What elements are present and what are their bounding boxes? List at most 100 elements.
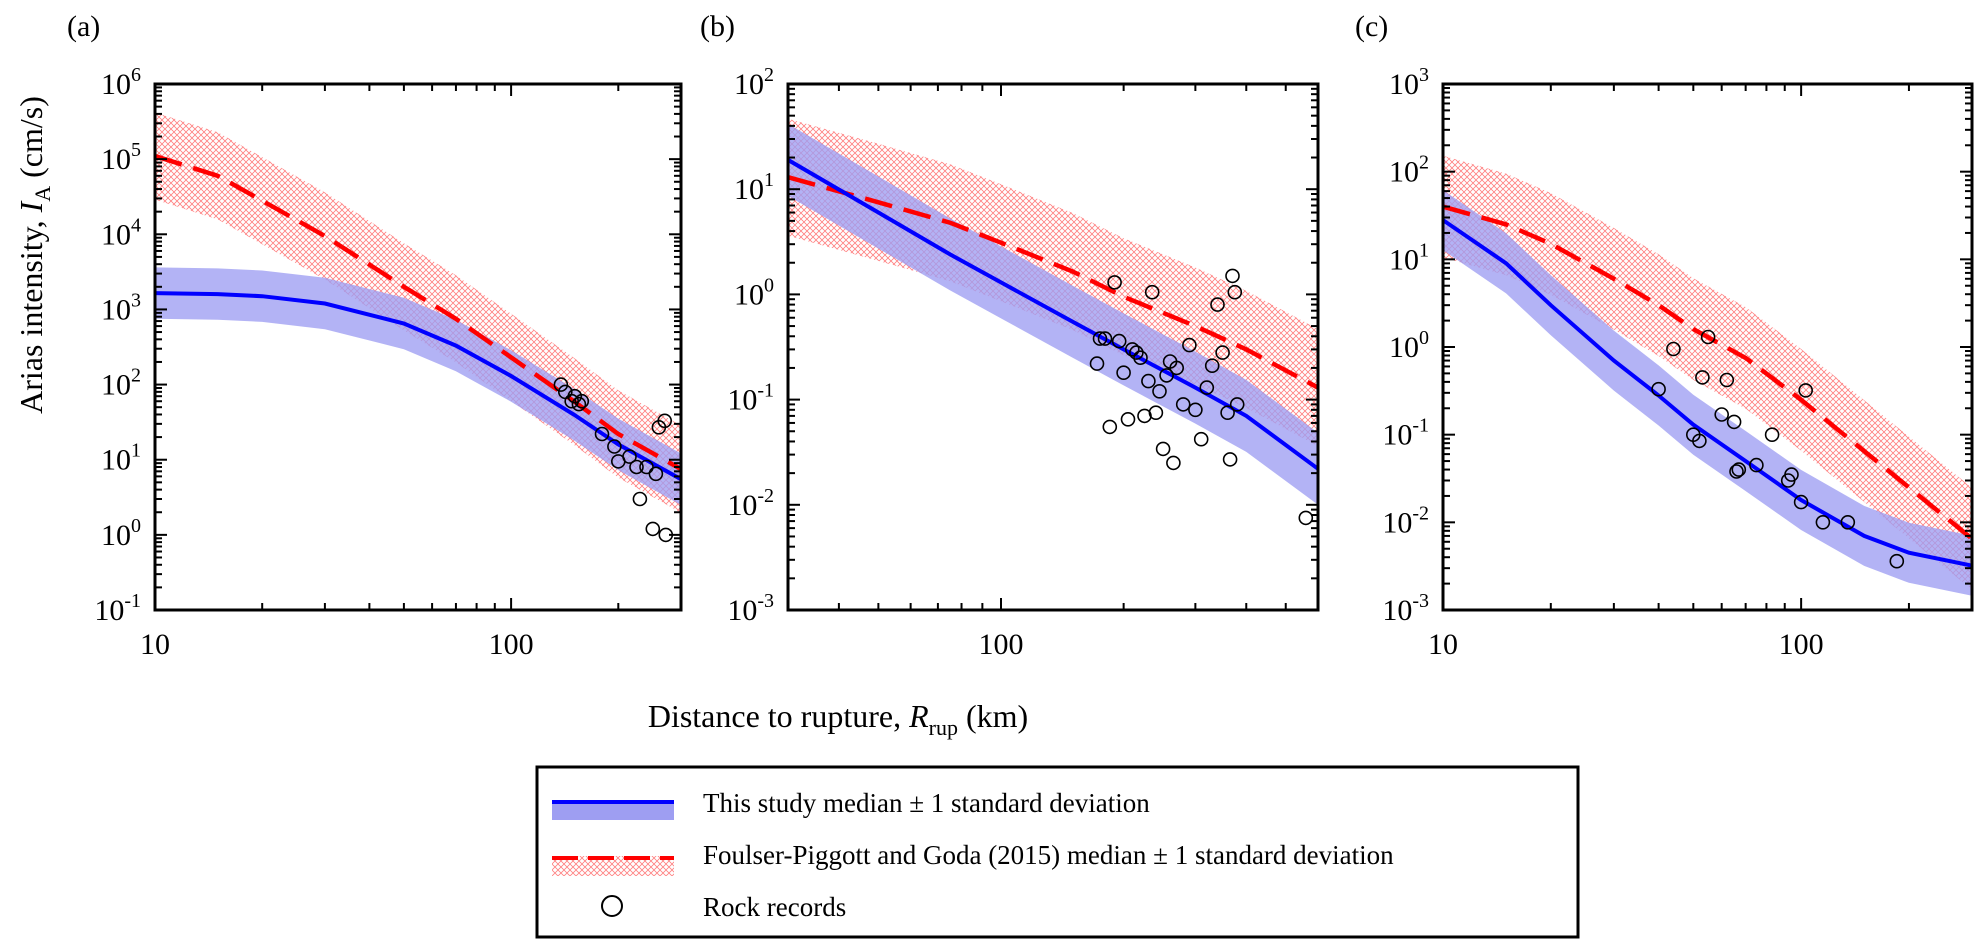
panel-a-fpg2015-median	[155, 153, 681, 472]
legend-item-rock: Rock records	[601, 892, 846, 922]
panel-b-rock-record	[1107, 275, 1122, 290]
panel-c-this-study-median	[1443, 218, 1972, 568]
panel-a-plot-area	[155, 112, 681, 543]
panel-c-rock-record	[1840, 514, 1856, 530]
panel-c-rock-record	[1719, 372, 1735, 388]
panel-b-rock-record	[1182, 337, 1197, 353]
panel-b-rock-record	[1097, 331, 1113, 346]
legend-item-this-study: This study median ± 1 standard deviation	[552, 788, 1150, 820]
panel-a-rock-record	[632, 491, 648, 507]
panel-c-rock-record	[1731, 462, 1747, 477]
panel-a-rock-record	[553, 377, 569, 392]
panel-a-x-tick-label: 10	[140, 628, 170, 661]
panel-a-this-study-median	[155, 291, 681, 481]
panel-a-y-tick-label: 106	[101, 64, 141, 101]
panel-a-rock-record	[629, 459, 644, 475]
panel-c-this-study-band	[1443, 190, 1972, 596]
panel-c-rock-record	[1815, 514, 1831, 530]
panel-c-rock-record	[1695, 370, 1710, 385]
panel-a-this-study-band	[155, 267, 681, 505]
panel-c-rock-record	[1714, 407, 1729, 422]
panel-a-frame	[153, 82, 683, 612]
panel-a-y-tick-label: 104	[101, 214, 141, 251]
panel-b-rock-record	[1141, 373, 1156, 389]
panel-b-rock-record	[1155, 441, 1171, 457]
legend-this-study-label: This study median ± 1 standard deviation	[703, 788, 1150, 818]
panel-a-rock-record	[594, 426, 610, 442]
panel-b-plot-area	[788, 118, 1318, 526]
panel-a-y-tick-label: 105	[101, 139, 141, 176]
panel-b-rock-record	[1220, 405, 1235, 421]
panel-a-y-tick-label: 100	[101, 515, 141, 552]
panel-a-y-tick-label: 102	[101, 365, 141, 402]
panel-b-rock-record	[1229, 397, 1245, 412]
panel-b-frame	[786, 82, 1320, 612]
panel-b-y-tick-label: 101	[734, 169, 774, 206]
panel-b-rock-record	[1116, 365, 1131, 381]
panel-a-rock-record	[639, 459, 654, 475]
panel-b-rock-record	[1125, 342, 1140, 357]
panel-a-rock-record	[571, 396, 587, 412]
panel-c-rock-record	[1729, 464, 1744, 479]
legend-fpg2015-hatch-swatch	[552, 856, 674, 876]
panel-c-rock-record	[1726, 414, 1742, 430]
panel-b-rock-record	[1193, 431, 1209, 447]
panel-c-fpg2015-median	[1443, 204, 1972, 541]
panel-b-rock-record	[1144, 284, 1160, 300]
panel-b-rock-record	[1188, 402, 1203, 418]
panel-b-rock-record	[1215, 345, 1230, 360]
panel-a: (a) 10 100 10-1 100 101 102 103 104 105 106	[67, 10, 683, 661]
panel-c-rock-record	[1798, 383, 1813, 398]
legend-rock-marker	[601, 895, 623, 917]
panel-c-rock-record	[1666, 341, 1681, 357]
panel-c-rock-record	[1700, 329, 1716, 345]
panel-c-plot-area	[1443, 155, 1972, 596]
panel-b-rock-record	[1210, 297, 1225, 312]
legend-this-study-band-swatch	[552, 800, 674, 820]
panel-b-y-tick-label: 100	[734, 274, 774, 311]
panel-c-rock-record	[1749, 457, 1764, 473]
legend: This study median ± 1 standard deviation…	[535, 765, 1580, 939]
panel-c-rock-record	[1793, 494, 1809, 510]
panel-c-y-tick-label: 102	[1389, 152, 1429, 189]
panel-c-rock-record	[1764, 427, 1780, 443]
panel-b-rock-record	[1148, 405, 1164, 421]
panel-b-y-tick-label: 10-1	[727, 380, 774, 417]
panel-b: (b) 100 10-3 10-2 10-1 100 101 102	[700, 10, 1320, 661]
panel-c: (c) 10 100 10-3 10-2 10-1 100 101 102 103	[1355, 10, 1974, 661]
panel-c-y-tick-label: 10-3	[1382, 590, 1429, 627]
panel-c-rock-record	[1651, 381, 1666, 397]
panel-b-rock-record	[1152, 383, 1167, 399]
panel-c-label: (c)	[1355, 10, 1388, 43]
panel-b-rock-record	[1092, 331, 1108, 346]
panel-b-rock-record	[1204, 358, 1220, 374]
legend-item-fpg2015: Foulser-Piggott and Goda (2015) median ±…	[552, 840, 1394, 876]
panel-c-rock-record	[1692, 433, 1707, 449]
panel-c-x-tick-label: 100	[1779, 628, 1824, 661]
panel-c-rock-record	[1889, 553, 1905, 569]
panel-b-rock-record	[1159, 368, 1174, 383]
panel-a-rock-record	[622, 449, 637, 464]
panel-b-rock-record	[1133, 350, 1148, 366]
panel-b-y-tick-label: 10-2	[727, 485, 774, 522]
panel-b-label: (b)	[700, 10, 735, 43]
x-axis-label: Distance to rupture, Rrup (km)	[648, 698, 1028, 740]
panel-c-x-tick-label: 10	[1428, 628, 1458, 661]
panel-a-rock-record	[607, 439, 622, 454]
panel-a-label: (a)	[67, 10, 100, 43]
legend-fpg2015-label: Foulser-Piggott and Goda (2015) median ±…	[703, 840, 1394, 870]
panel-c-y-tick-label: 10-2	[1382, 502, 1429, 539]
panel-a-rock-record	[648, 466, 664, 482]
panel-b-rock-record	[1298, 510, 1314, 526]
panel-b-this-study-band	[788, 123, 1318, 505]
panel-a-rock-record	[574, 393, 590, 409]
panel-c-y-tick-label: 103	[1389, 64, 1429, 101]
panel-b-rock-record	[1111, 333, 1127, 349]
panel-a-rock-record	[657, 413, 673, 429]
panel-a-rock-record	[645, 521, 661, 537]
panel-c-y-tick-label: 101	[1389, 239, 1429, 276]
panel-a-y-tick-label: 101	[101, 440, 141, 477]
panel-a-y-tick-label: 103	[101, 289, 141, 326]
panel-b-rock-record	[1169, 360, 1184, 376]
